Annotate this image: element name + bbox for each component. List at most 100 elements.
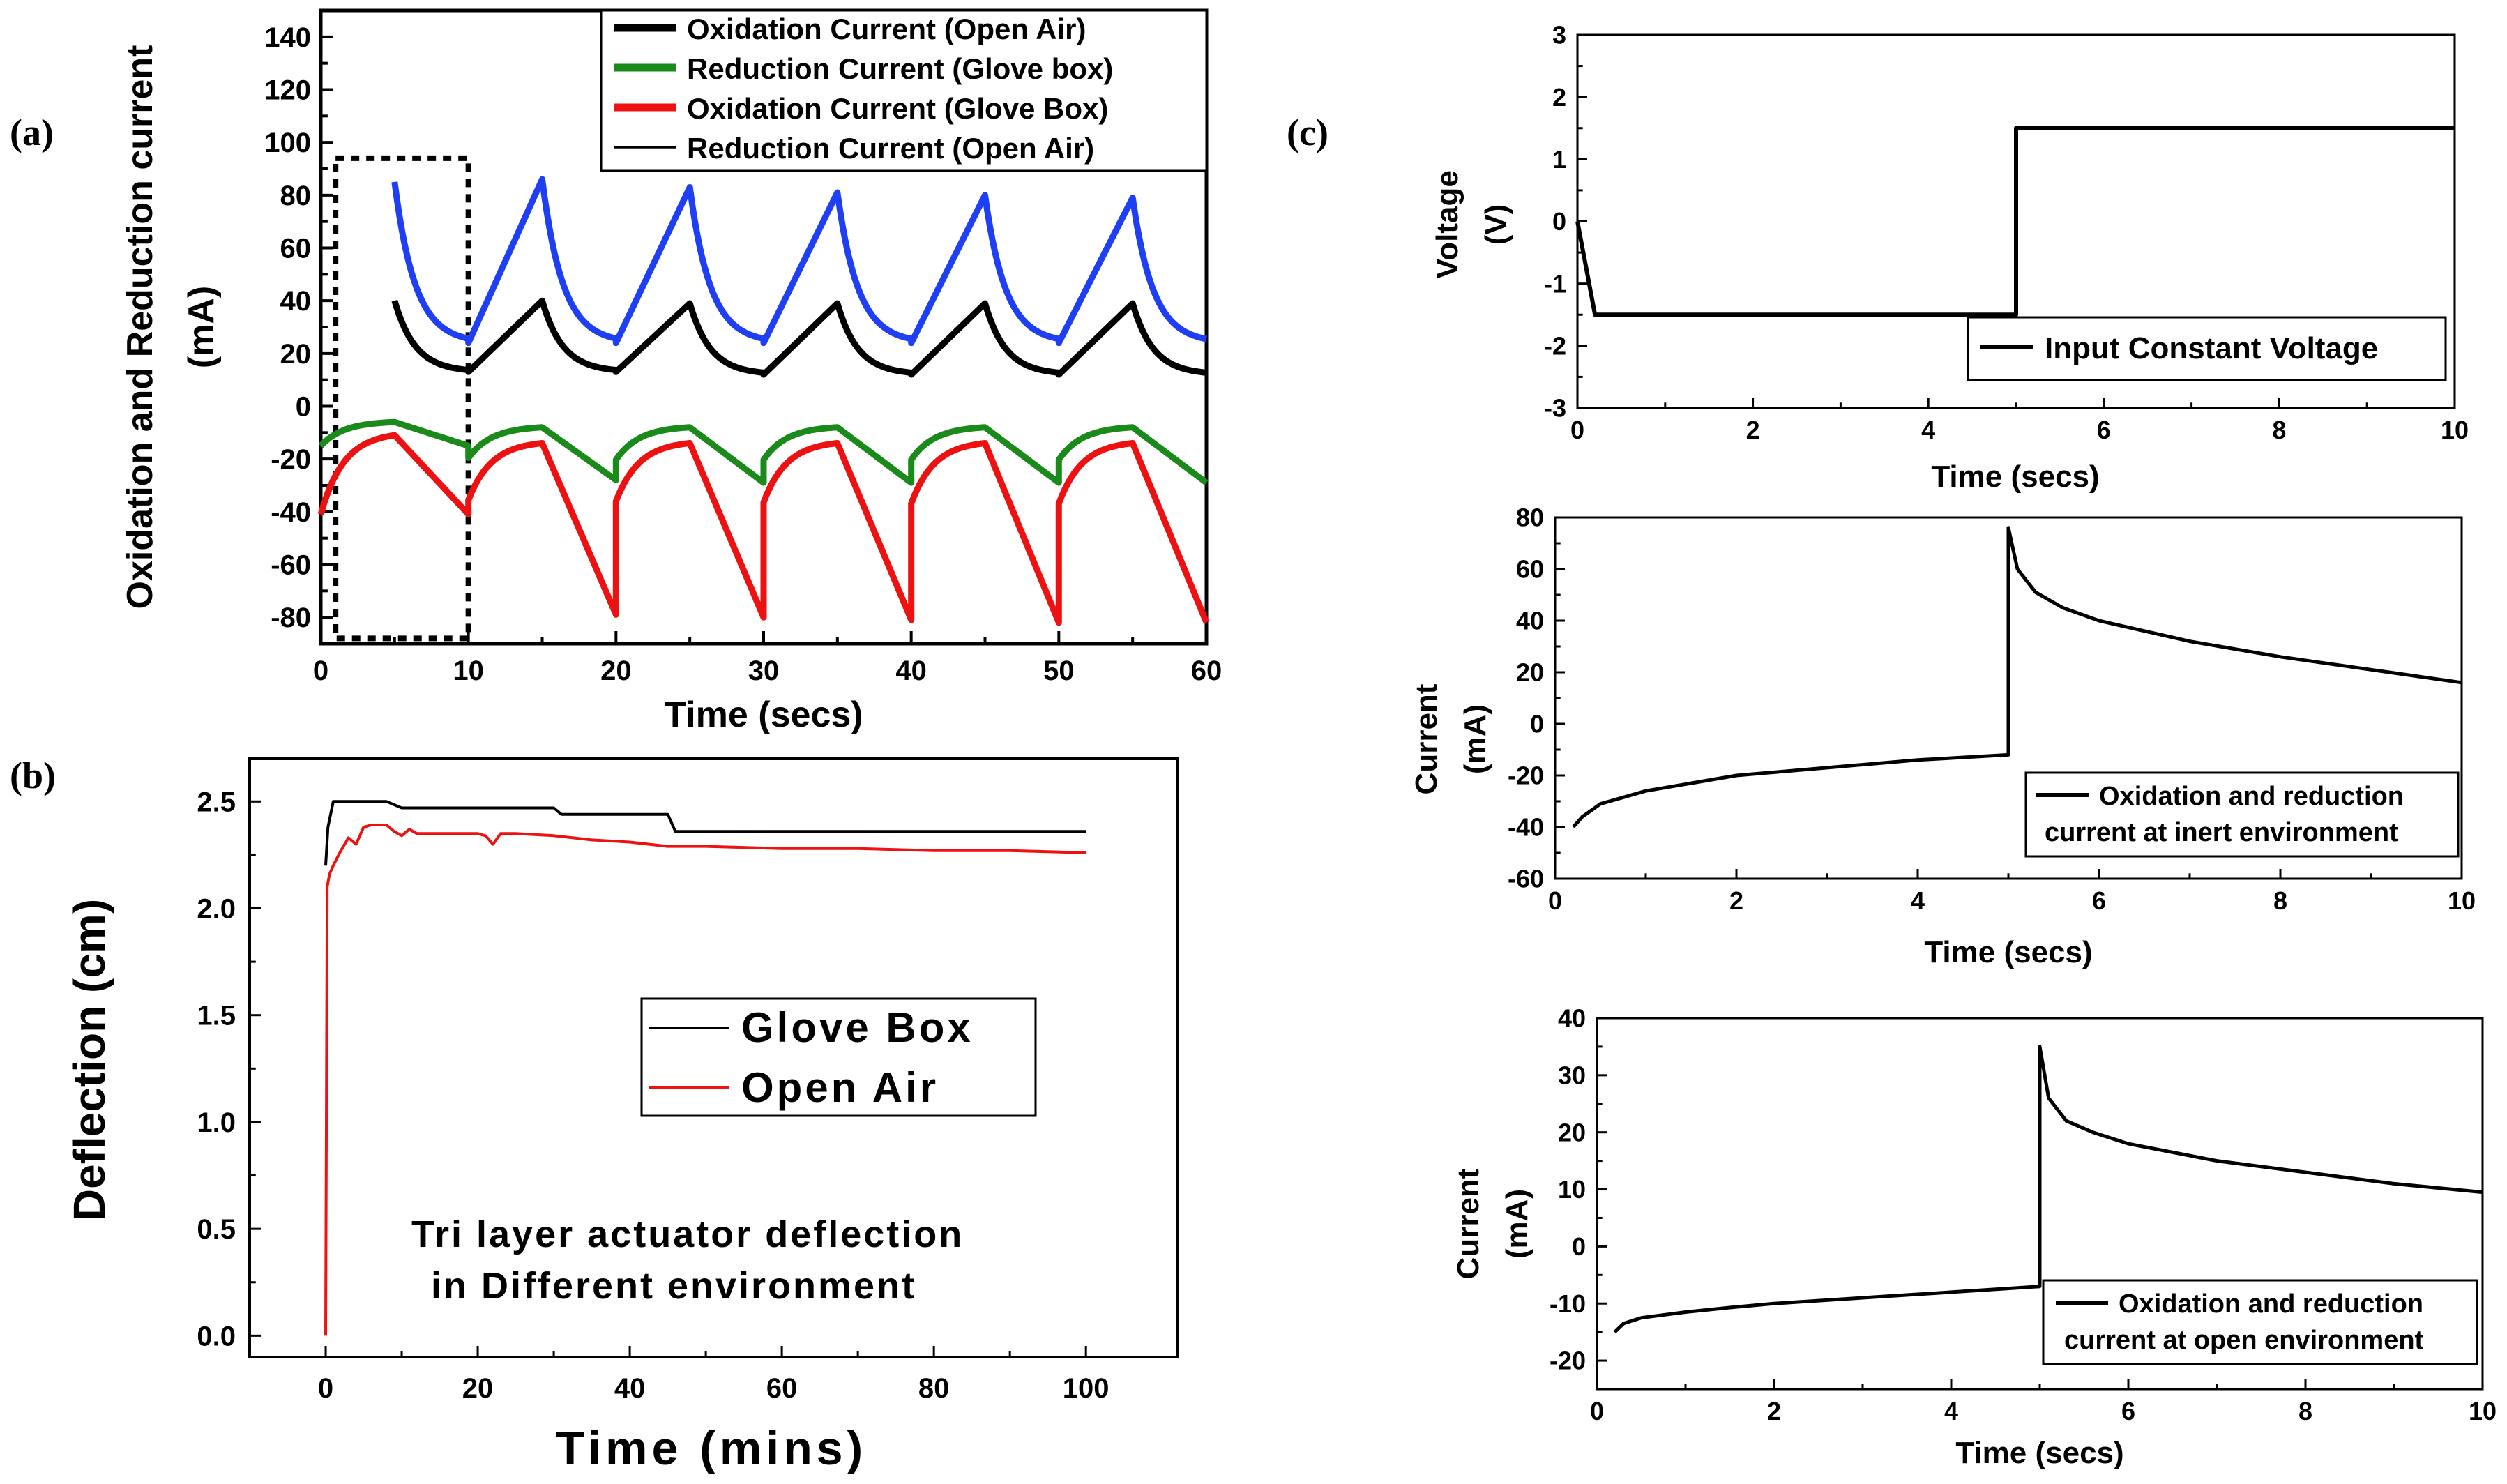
legend-c1: Input Constant Voltage: [1967, 316, 2447, 381]
x-axis-label-b: Time (mins): [556, 1422, 867, 1475]
y-tick-label-c2-0: -60: [1508, 865, 1544, 893]
x-axis-label-a: Time (secs): [664, 695, 863, 735]
x-tick-label-c1-3: 6: [2097, 416, 2111, 444]
series-line-b-0: [324, 800, 1086, 866]
chart-b: 0 20 40 60 80 100 0.0 0.5 1.0 1.5 2.0 2.5 Time (min…: [64, 757, 1179, 1475]
y-tick-label-c3-3: 10: [1558, 1175, 1586, 1204]
x-axis-label-c1: Time (secs): [1931, 460, 2099, 494]
y-tick-label-a-6: 40: [280, 286, 312, 317]
x-tick-label-c2-5: 10: [2448, 886, 2476, 915]
x-tick-label-c2-4: 8: [2273, 886, 2287, 915]
legend-label-a-3: Reduction Current (Open Air): [687, 132, 1094, 165]
series-line-c1-0: [1575, 126, 2455, 317]
panel-label-c: (c): [1287, 112, 1328, 153]
y-tick-label-c2-6: 60: [1516, 555, 1544, 584]
y-tick-label-c3-5: 30: [1558, 1061, 1586, 1089]
x-tick-label-a-1: 10: [453, 656, 484, 686]
y-tick-label-b-2: 1.0: [197, 1107, 236, 1138]
legend-label-c3-line1: Oxidation and reduction: [2119, 1289, 2423, 1319]
x-tick-label-a-4: 40: [895, 656, 927, 686]
series-line-c2-0: [1572, 526, 2462, 828]
y-tick-label-c1-6: 3: [1552, 21, 1566, 50]
x-tick-label-c1-1: 2: [1746, 416, 1760, 444]
y-tick-label-c2-1: -40: [1508, 813, 1544, 842]
x-tick-label-b-5: 100: [1063, 1373, 1109, 1404]
legend-box-b: [640, 997, 1037, 1117]
y-tick-label-c3-1: -10: [1550, 1289, 1586, 1318]
annotation-b-line2: in Different environment: [431, 1265, 916, 1307]
panel-label-b: (b): [10, 755, 56, 796]
y-tick-label-c1-4: 1: [1552, 145, 1566, 174]
panel-label-a: (a): [10, 112, 54, 153]
x-tick-label-c2-0: 0: [1548, 886, 1562, 915]
y-tick-label-a-9: 100: [264, 128, 311, 158]
plot-frame-b: [248, 757, 1179, 1358]
series-line-a-3: [317, 432, 1210, 626]
x-tick-label-b-0: 0: [318, 1373, 333, 1404]
y-tick-label-b-1: 0.5: [197, 1214, 236, 1245]
y-axis-label-a-line2: (mA): [181, 286, 222, 368]
y-axis-label-c3-line1: Current: [1451, 1168, 1485, 1279]
y-axis-label-c3-line2: (mA): [1500, 1189, 1534, 1259]
y-axis-label-c1-line1: Voltage: [1430, 170, 1464, 279]
legend-label-a-0: Oxidation Current (Open Air): [687, 13, 1086, 45]
x-tick-label-c2-2: 4: [1911, 886, 1925, 915]
x-tick-label-c1-0: 0: [1570, 416, 1584, 444]
x-tick-label-c2-1: 2: [1729, 886, 1743, 915]
x-tick-label-b-3: 60: [766, 1373, 798, 1404]
legend-label-c1: Input Constant Voltage: [2045, 331, 2378, 365]
y-axis-label-b: Deflection (cm): [64, 899, 114, 1221]
y-tick-label-c1-1: -2: [1544, 331, 1566, 360]
y-tick-label-b-3: 1.5: [197, 1001, 236, 1031]
chart-c1: 0 2 4 6 8 10 -3 -2 -1 0 1 2 3 Time (secs) Voltage (V…: [1430, 21, 2469, 494]
legend-box-a: [600, 9, 1208, 172]
y-axis-label-c2-line1: Current: [1409, 683, 1444, 794]
y-tick-label-c3-4: 20: [1558, 1118, 1586, 1146]
legend-label-b-1: Open Air: [741, 1064, 939, 1111]
x-tick-label-a-2: 20: [600, 656, 632, 686]
x-tick-label-c3-1: 2: [1767, 1397, 1781, 1425]
legend-c2: Oxidation and reduction current at inert…: [2024, 771, 2460, 858]
y-tick-label-c2-5: 40: [1516, 607, 1544, 635]
y-tick-label-b-4: 2.0: [197, 894, 236, 925]
y-tick-label-a-4: 0: [296, 392, 311, 423]
legend-label-c3-line2: current at open environment: [2064, 1326, 2424, 1355]
y-tick-label-c2-7: 80: [1516, 503, 1544, 532]
legend-box-c1: [1967, 316, 2447, 381]
y-tick-label-c1-0: -3: [1544, 394, 1566, 423]
legend-b: Glove Box Open Air: [640, 997, 1037, 1117]
x-axis-label-c3: Time (secs): [1955, 1436, 2123, 1470]
series-line-c3-0: [1613, 1045, 2483, 1333]
x-tick-label-c1-2: 4: [1921, 416, 1935, 444]
y-tick-label-a-5: 20: [280, 339, 312, 370]
x-tick-label-c3-5: 10: [2469, 1397, 2497, 1425]
legend-c3: Oxidation and reduction current at open …: [2042, 1279, 2478, 1365]
x-tick-label-a-0: 0: [313, 656, 328, 686]
y-tick-label-b-0: 0.0: [197, 1321, 236, 1352]
x-tick-label-c3-0: 0: [1590, 1397, 1604, 1425]
x-tick-label-b-4: 80: [918, 1373, 950, 1404]
x-tick-label-b-1: 20: [462, 1373, 494, 1404]
y-tick-label-c1-5: 2: [1552, 83, 1566, 112]
y-axis-label-c2-line2: (mA): [1458, 704, 1492, 774]
x-tick-label-c3-3: 6: [2121, 1397, 2135, 1425]
y-tick-label-a-7: 60: [280, 234, 312, 264]
legend-label-a-1: Reduction Current (Glove box): [687, 52, 1113, 85]
annotation-b-line1: Tri layer actuator deflection: [411, 1213, 964, 1255]
y-axis-label-c1-line2: (V): [1479, 204, 1513, 245]
y-tick-label-c3-0: -20: [1550, 1347, 1586, 1375]
dotted-highlight-box-a: [333, 155, 471, 642]
x-tick-label-a-6: 60: [1191, 656, 1222, 686]
x-tick-label-b-2: 40: [614, 1373, 646, 1404]
y-tick-label-a-3: -20: [271, 444, 311, 475]
y-tick-label-a-0: -80: [271, 603, 311, 633]
legend-box-c3: [2042, 1279, 2478, 1365]
y-axis-label-a-line1: Oxidation and Reduction current: [120, 45, 160, 610]
legend-label-c2-line2: current at inert environment: [2045, 818, 2398, 847]
chart-c3: 0 2 4 6 8 10 -20 -10 0 10 20 30 40 Time (secs) Curre…: [1451, 1004, 2497, 1470]
x-axis-label-c2: Time (secs): [1924, 935, 2092, 969]
y-tick-label-a-1: -60: [271, 550, 311, 581]
series-line-a-2: [318, 418, 1209, 486]
legend-a: Oxidation Current (Open Air) Reduction C…: [600, 9, 1208, 172]
y-tick-label-a-2: -40: [271, 497, 311, 528]
